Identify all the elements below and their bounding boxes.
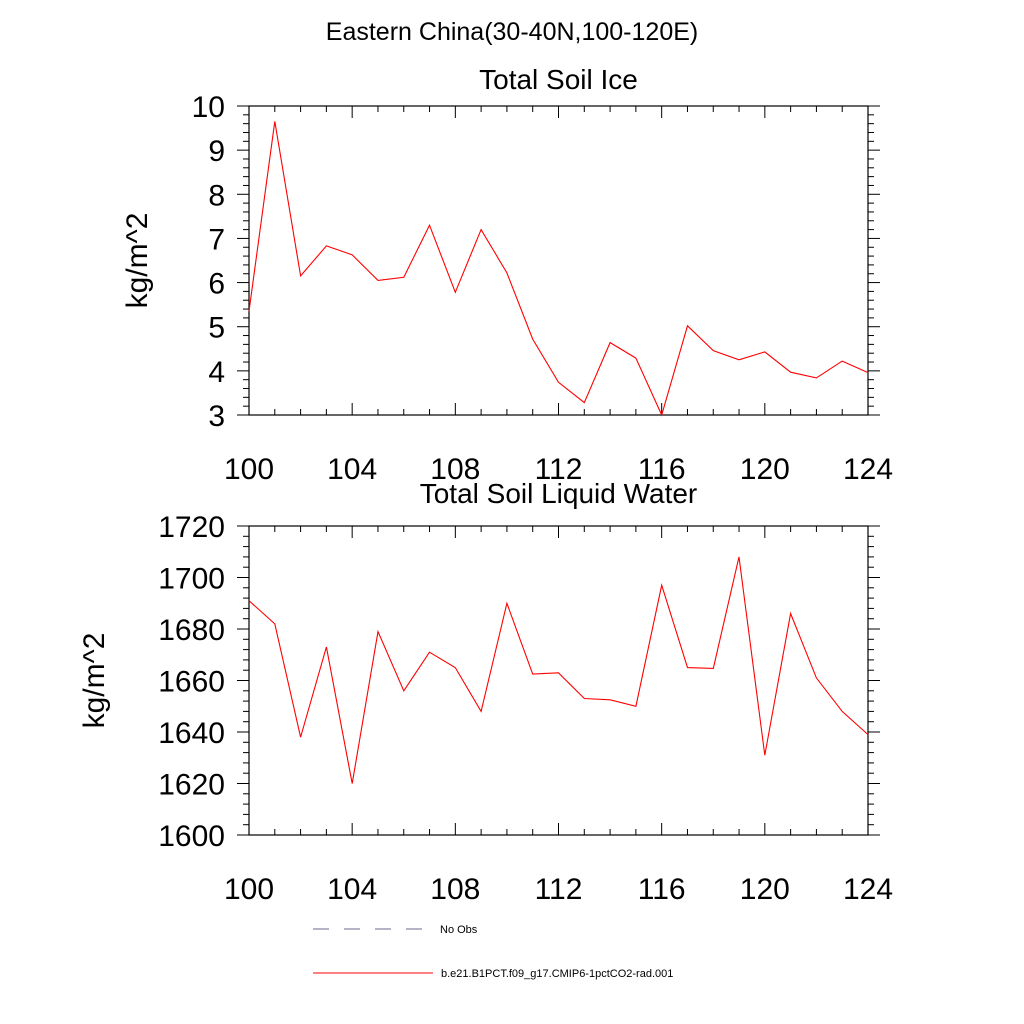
data-point <box>583 697 585 699</box>
data-point <box>532 338 534 340</box>
data-point <box>738 359 740 361</box>
data-point <box>428 224 430 226</box>
data-point <box>506 602 508 604</box>
data-point <box>403 276 405 278</box>
data-point <box>299 736 301 738</box>
y-axis-label: kg/m^2 <box>121 213 154 309</box>
series-line <box>248 556 869 784</box>
y-tick-label: 6 <box>208 268 225 301</box>
y-tick-label: 1700 <box>158 563 225 596</box>
data-point <box>248 599 250 601</box>
data-point <box>532 673 534 675</box>
y-tick-label: 1600 <box>158 820 225 853</box>
data-point <box>480 710 482 712</box>
data-point <box>480 228 482 230</box>
x-tick-label: 116 <box>638 873 686 906</box>
data-point <box>299 275 301 277</box>
data-point <box>867 371 869 373</box>
y-tick-label: 8 <box>208 179 225 212</box>
data-point <box>635 705 637 707</box>
data-point <box>454 666 456 668</box>
data-point <box>841 710 843 712</box>
y-tick-label: 4 <box>208 356 225 389</box>
data-point <box>764 351 766 353</box>
plot-frame <box>248 525 869 836</box>
y-axis-label: kg/m^2 <box>78 633 111 729</box>
y-tick-label: 1720 <box>158 511 225 544</box>
data-point <box>325 245 327 247</box>
x-tick-label: 120 <box>740 873 790 906</box>
x-tick-label: 116 <box>638 453 686 486</box>
data-point <box>789 612 791 614</box>
data-point <box>660 584 662 586</box>
x-tick-label: 108 <box>430 453 480 486</box>
data-point <box>867 733 869 735</box>
data-point <box>660 414 662 416</box>
y-tick-label: 1660 <box>158 666 225 699</box>
data-point <box>712 667 714 669</box>
data-point <box>764 754 766 756</box>
legend-label: No Obs <box>440 924 478 936</box>
x-tick-label: 104 <box>327 873 377 906</box>
data-point <box>428 651 430 653</box>
data-point <box>635 357 637 359</box>
x-tick-label: 100 <box>224 873 274 906</box>
data-point <box>351 782 353 784</box>
x-tick-label: 124 <box>843 453 893 486</box>
x-tick-label: 108 <box>430 873 480 906</box>
y-tick-label: 5 <box>208 312 225 345</box>
x-tick-label: 104 <box>327 453 377 486</box>
data-point <box>248 310 250 312</box>
data-point <box>557 381 559 383</box>
data-point <box>325 646 327 648</box>
y-tick-label: 9 <box>208 135 225 168</box>
data-point <box>609 699 611 701</box>
data-point <box>738 556 740 558</box>
data-point <box>506 272 508 274</box>
data-point <box>557 672 559 674</box>
data-point <box>583 401 585 403</box>
y-tick-label: 1640 <box>158 717 225 750</box>
x-tick-label: 120 <box>740 453 790 486</box>
chart-panel-2: Total Soil Liquid Water kg/m^2 100 104 108 11… <box>78 478 893 906</box>
data-point <box>454 291 456 293</box>
data-point <box>712 349 714 351</box>
data-point <box>377 630 379 632</box>
y-tick-label: 1620 <box>158 769 225 802</box>
series-line <box>248 121 869 417</box>
data-point <box>609 341 611 343</box>
data-point <box>841 360 843 362</box>
data-point <box>815 677 817 679</box>
y-tick-label: 10 <box>192 91 225 124</box>
y-tick-label: 1680 <box>158 614 225 647</box>
data-point <box>686 325 688 327</box>
figure-title: Eastern China(30-40N,100-120E) <box>325 18 699 46</box>
x-tick-label: 124 <box>843 873 893 906</box>
chart-title: Total Soil Liquid Water <box>420 478 698 509</box>
x-tick-label: 100 <box>224 453 274 486</box>
data-point <box>351 254 353 256</box>
y-tick-label: 7 <box>208 223 225 256</box>
y-tick-label: 3 <box>208 400 225 433</box>
chart-title: Total Soil Ice <box>479 64 638 95</box>
legend-label: b.e21.B1PCT.f09_g17.CMIP6-1pctCO2-rad.00… <box>441 968 673 980</box>
legend: No Obs b.e21.B1PCT.f09_g17.CMIP6-1pctCO2-… <box>313 924 673 980</box>
data-point <box>815 377 817 379</box>
data-point <box>789 371 791 373</box>
data-point <box>377 279 379 281</box>
data-point <box>274 623 276 625</box>
data-point <box>274 120 276 122</box>
x-tick-label: 112 <box>535 873 583 906</box>
x-tick-label: 112 <box>535 453 583 486</box>
data-point <box>686 666 688 668</box>
plot-frame <box>248 105 869 416</box>
data-point <box>403 690 405 692</box>
